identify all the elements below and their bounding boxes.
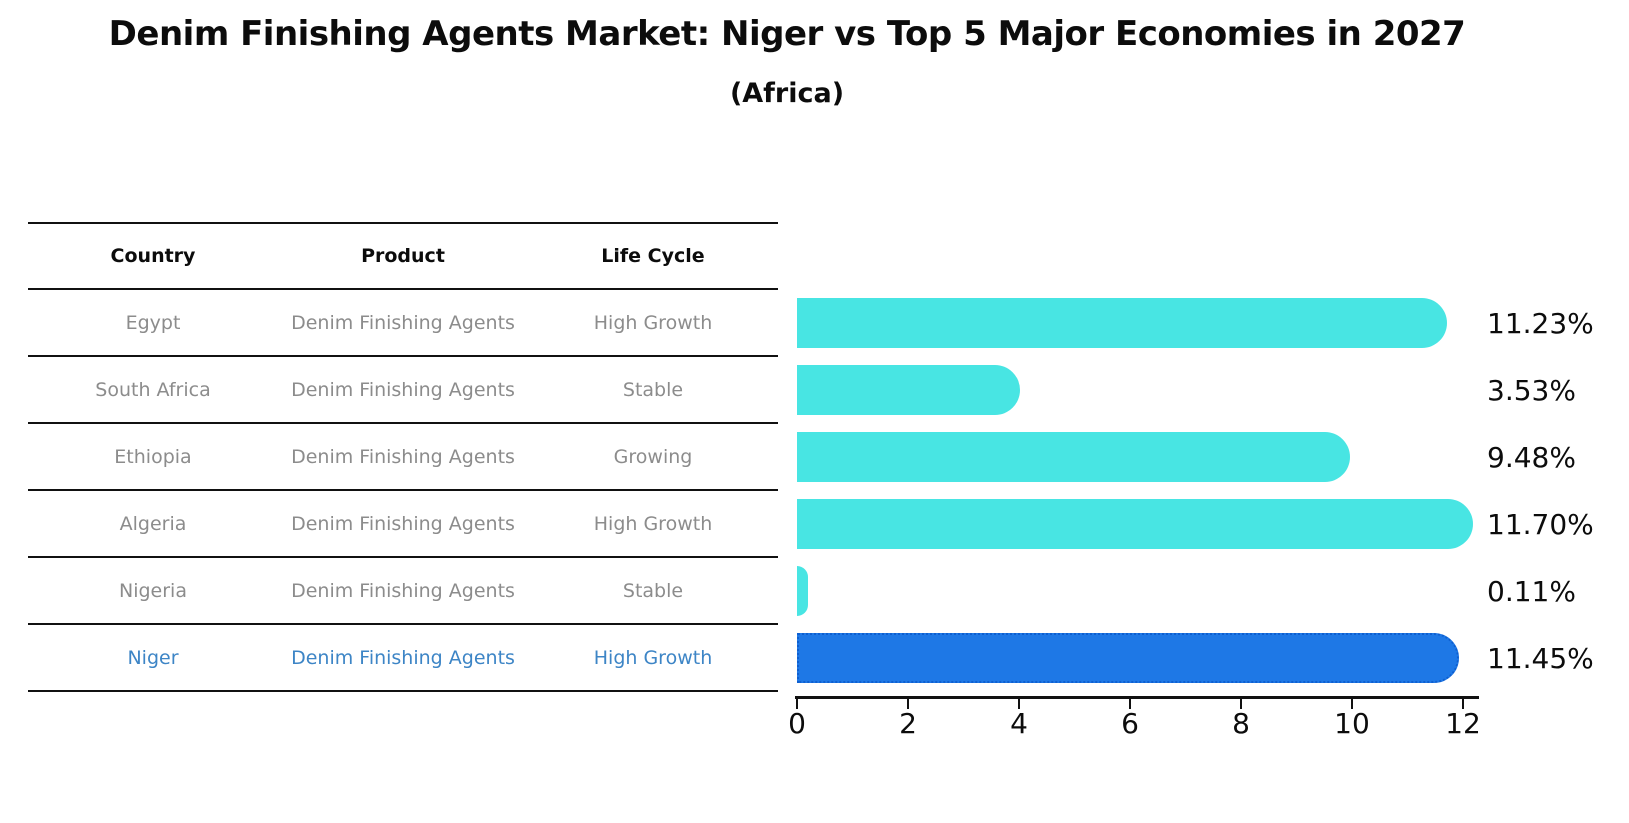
table-row: South Africa Denim Finishing Agents Stab… — [28, 357, 778, 424]
value-label-ethiopia: 9.48% — [1487, 441, 1576, 474]
x-tick — [1462, 699, 1464, 709]
table-cell-life-cycle: Growing — [613, 445, 693, 468]
x-tick-label: 2 — [899, 707, 917, 740]
table-cell-life-cycle: High Growth — [593, 512, 713, 535]
x-tick-label: 0 — [788, 707, 806, 740]
table-cell-product: Denim Finishing Agents — [291, 378, 515, 401]
table-header-life-cycle: Life Cycle — [601, 245, 705, 267]
table-body: Egypt Denim Finishing Agents High Growth… — [28, 290, 778, 692]
title-block: Denim Finishing Agents Market: Niger vs … — [0, 0, 1574, 109]
value-label-niger: 11.45% — [1487, 642, 1594, 675]
table-cell-life-cycle: High Growth — [593, 311, 713, 334]
x-tick — [1129, 699, 1131, 709]
table-cell-product: Denim Finishing Agents — [291, 445, 515, 468]
value-label-egypt: 11.23% — [1487, 307, 1594, 340]
x-tick — [1018, 699, 1020, 709]
table-cell-country: South Africa — [95, 378, 211, 401]
x-tick — [1240, 699, 1242, 709]
table-cell-life-cycle: Stable — [622, 579, 684, 602]
table-cell-country: Niger — [127, 646, 179, 669]
bar-south-africa — [797, 365, 1020, 415]
table-cell-product: Denim Finishing Agents — [291, 512, 515, 535]
table-row: Ethiopia Denim Finishing Agents Growing — [28, 424, 778, 491]
value-label-algeria: 11.70% — [1487, 508, 1594, 541]
table-header-product: Product — [361, 245, 445, 267]
table-header-row: Country Product Life Cycle — [28, 222, 778, 290]
x-tick-label: 10 — [1334, 707, 1370, 740]
table-row: Niger Denim Finishing Agents High Growth — [28, 625, 778, 692]
x-tick-label: 12 — [1445, 707, 1481, 740]
bar-algeria — [797, 499, 1473, 549]
x-tick-label: 6 — [1121, 707, 1139, 740]
table-row: Egypt Denim Finishing Agents High Growth — [28, 290, 778, 357]
x-tick — [907, 699, 909, 709]
x-tick — [1351, 699, 1353, 709]
table-cell-country: Ethiopia — [114, 445, 192, 468]
table-cell-country: Nigeria — [119, 579, 187, 602]
table-cell-country: Algeria — [119, 512, 187, 535]
table-row: Nigeria Denim Finishing Agents Stable — [28, 558, 778, 625]
bar-niger — [797, 633, 1459, 683]
bar-egypt — [797, 298, 1447, 348]
value-label-south-africa: 3.53% — [1487, 374, 1576, 407]
x-tick-label: 8 — [1232, 707, 1250, 740]
table-cell-product: Denim Finishing Agents — [291, 646, 515, 669]
table-cell-product: Denim Finishing Agents — [291, 579, 515, 602]
bar-ethiopia — [797, 432, 1350, 482]
bar-nigeria — [797, 566, 808, 616]
table-cell-life-cycle: Stable — [622, 378, 684, 401]
table-cell-life-cycle: High Growth — [593, 646, 713, 669]
table-header-country: Country — [110, 245, 196, 267]
chart-subtitle: (Africa) — [729, 78, 845, 109]
value-label-nigeria: 0.11% — [1487, 575, 1576, 608]
x-tick-label: 4 — [1010, 707, 1028, 740]
x-axis — [795, 696, 1479, 699]
table-cell-country: Egypt — [125, 311, 181, 334]
x-tick — [796, 699, 798, 709]
table-cell-product: Denim Finishing Agents — [291, 311, 515, 334]
table-row: Algeria Denim Finishing Agents High Grow… — [28, 491, 778, 558]
country-table: Country Product Life Cycle Egypt Denim F… — [28, 222, 778, 692]
chart-title: Denim Finishing Agents Market: Niger vs … — [108, 14, 1466, 54]
